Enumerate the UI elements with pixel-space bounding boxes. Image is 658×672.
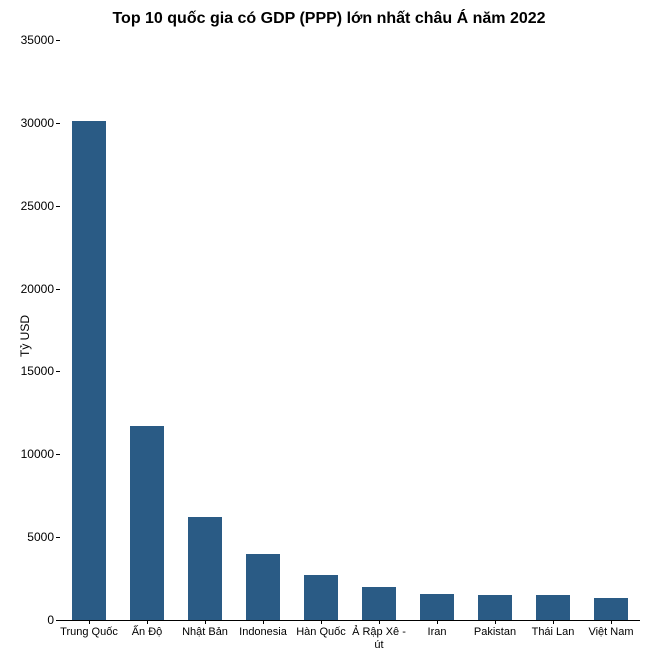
bar bbox=[72, 121, 107, 620]
bar bbox=[362, 587, 397, 620]
y-axis-label: Tỷ USD bbox=[18, 315, 32, 357]
bar-slot: Indonesia bbox=[234, 40, 292, 620]
bar bbox=[188, 517, 223, 620]
bar-slot: Ả Rập Xê - út bbox=[350, 40, 408, 620]
bar-slot: Iran bbox=[408, 40, 466, 620]
bar-slot: Thái Lan bbox=[524, 40, 582, 620]
y-tick: 0 bbox=[47, 613, 60, 627]
y-tick: 5000 bbox=[27, 530, 60, 544]
bar-slot: Pakistan bbox=[466, 40, 524, 620]
bars-container: Trung QuốcẤn ĐộNhật BảnIndonesiaHàn Quốc… bbox=[60, 40, 640, 620]
x-tick-label: Nhật Bản bbox=[176, 620, 234, 639]
gdp-ppp-bar-chart: Top 10 quốc gia có GDP (PPP) lớn nhất ch… bbox=[0, 0, 658, 672]
bar-slot: Nhật Bản bbox=[176, 40, 234, 620]
x-tick-label: Iran bbox=[408, 620, 466, 639]
x-tick-label: Hàn Quốc bbox=[292, 620, 350, 639]
bar bbox=[536, 595, 571, 620]
y-tick: 35000 bbox=[21, 33, 60, 47]
bar-slot: Trung Quốc bbox=[60, 40, 118, 620]
bar bbox=[304, 575, 339, 620]
x-tick-label: Ấn Độ bbox=[118, 620, 176, 639]
bar-slot: Việt Nam bbox=[582, 40, 640, 620]
x-tick-label: Pakistan bbox=[466, 620, 524, 639]
bar-slot: Hàn Quốc bbox=[292, 40, 350, 620]
y-tick: 25000 bbox=[21, 199, 60, 213]
y-tick: 30000 bbox=[21, 116, 60, 130]
bar bbox=[130, 426, 165, 620]
bar bbox=[420, 594, 455, 621]
bar-slot: Ấn Độ bbox=[118, 40, 176, 620]
x-tick-label: Việt Nam bbox=[582, 620, 640, 639]
x-tick-label: Thái Lan bbox=[524, 620, 582, 639]
bar bbox=[246, 554, 281, 620]
y-tick: 15000 bbox=[21, 364, 60, 378]
chart-title: Top 10 quốc gia có GDP (PPP) lớn nhất ch… bbox=[0, 10, 658, 28]
x-tick-label: Ả Rập Xê - út bbox=[350, 620, 408, 652]
plot-area: Trung QuốcẤn ĐộNhật BảnIndonesiaHàn Quốc… bbox=[60, 40, 640, 621]
bar bbox=[478, 595, 513, 620]
x-tick-label: Trung Quốc bbox=[60, 620, 118, 639]
y-tick: 20000 bbox=[21, 282, 60, 296]
bar bbox=[594, 598, 629, 620]
y-tick: 10000 bbox=[21, 447, 60, 461]
x-tick-label: Indonesia bbox=[234, 620, 292, 639]
